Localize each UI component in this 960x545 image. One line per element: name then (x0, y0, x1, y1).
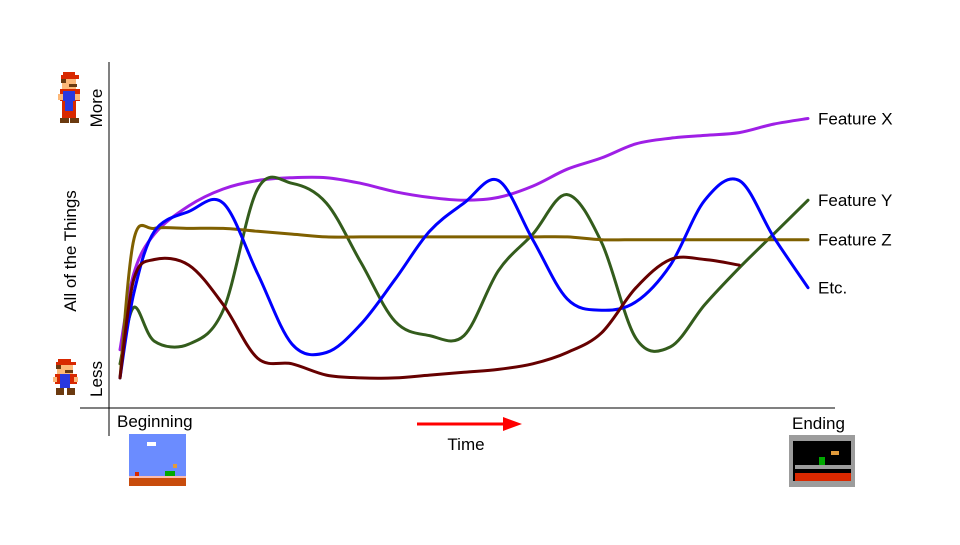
y-tick-low: Less (87, 361, 106, 397)
y-axis-label: All of the Things (61, 190, 80, 312)
castle-level-end-thumbnail (789, 435, 855, 487)
series-line-feature-x (118, 117, 810, 352)
series-line-unlabeled-4 (118, 255, 741, 380)
series-label: Etc. (818, 279, 847, 298)
series-labels: Feature X Feature Y Feature Z Etc. (818, 110, 893, 298)
x-tick-start: Beginning (117, 412, 193, 431)
series-line-feature-y (118, 175, 810, 366)
x-tick-end: Ending (792, 414, 845, 433)
series-line-etc (118, 177, 810, 380)
series-label: Feature Z (818, 231, 892, 250)
series-label: Feature X (818, 110, 893, 129)
mario-small-standing-icon (53, 359, 78, 395)
mario-big-standing-icon (58, 72, 80, 123)
time-arrow (417, 417, 522, 431)
x-axis-label: Time (447, 435, 484, 454)
series-label: Feature Y (818, 191, 892, 210)
level-start-thumbnail (129, 434, 186, 486)
y-tick-high: More (87, 89, 106, 128)
series-line-feature-z (118, 223, 810, 380)
series-layer (118, 117, 810, 380)
